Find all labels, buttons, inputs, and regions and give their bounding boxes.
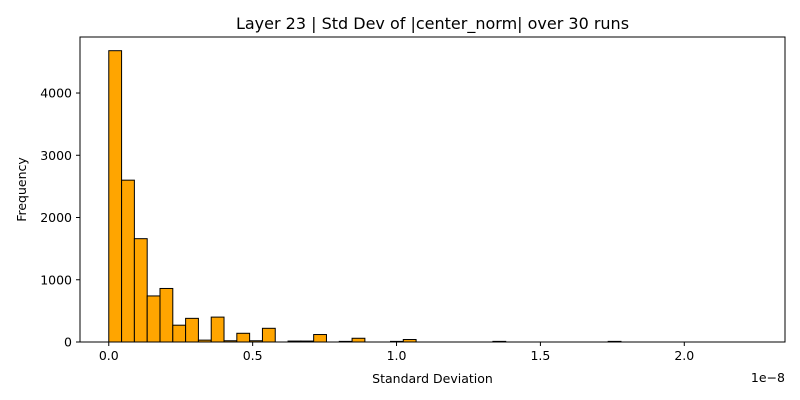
x-axis-ticks: 0.0 0.5 1.0 1.5 2.0 [99, 342, 694, 363]
histogram-bar [313, 334, 327, 343]
histogram-bar [121, 179, 135, 343]
y-tick-label: 1000 [40, 272, 72, 287]
histogram-bars [108, 50, 622, 343]
histogram-bar [351, 337, 366, 343]
histogram-bar [172, 324, 187, 343]
y-axis-ticks: 0 1000 2000 3000 4000 [40, 86, 80, 350]
y-axis-label: Frequency [14, 157, 29, 222]
y-tick-label: 3000 [40, 148, 72, 163]
plot-frame [79, 36, 786, 343]
histogram-bar [159, 287, 174, 343]
x-axis-label: Standard Deviation [372, 371, 493, 386]
y-tick-label: 2000 [40, 210, 72, 225]
histogram-bar [210, 316, 225, 343]
y-tick-label: 0 [64, 335, 72, 350]
x-tick-label: 1.0 [387, 348, 407, 363]
x-tick-label: 0.5 [243, 348, 263, 363]
y-tick-label: 4000 [40, 86, 72, 101]
x-tick-label: 0.0 [99, 348, 119, 363]
x-tick-label: 1.5 [530, 348, 550, 363]
histogram-bar [185, 317, 199, 343]
histogram-bar [108, 50, 123, 343]
chart-title: Layer 23 | Std Dev of |center_norm| over… [236, 14, 629, 34]
histogram-bar [261, 327, 276, 343]
x-axis-offset-text: 1e−8 [751, 370, 785, 385]
histogram-bar [236, 332, 251, 343]
x-tick-label: 2.0 [674, 348, 694, 363]
histogram-bar [146, 295, 161, 343]
histogram-bar [133, 238, 148, 343]
